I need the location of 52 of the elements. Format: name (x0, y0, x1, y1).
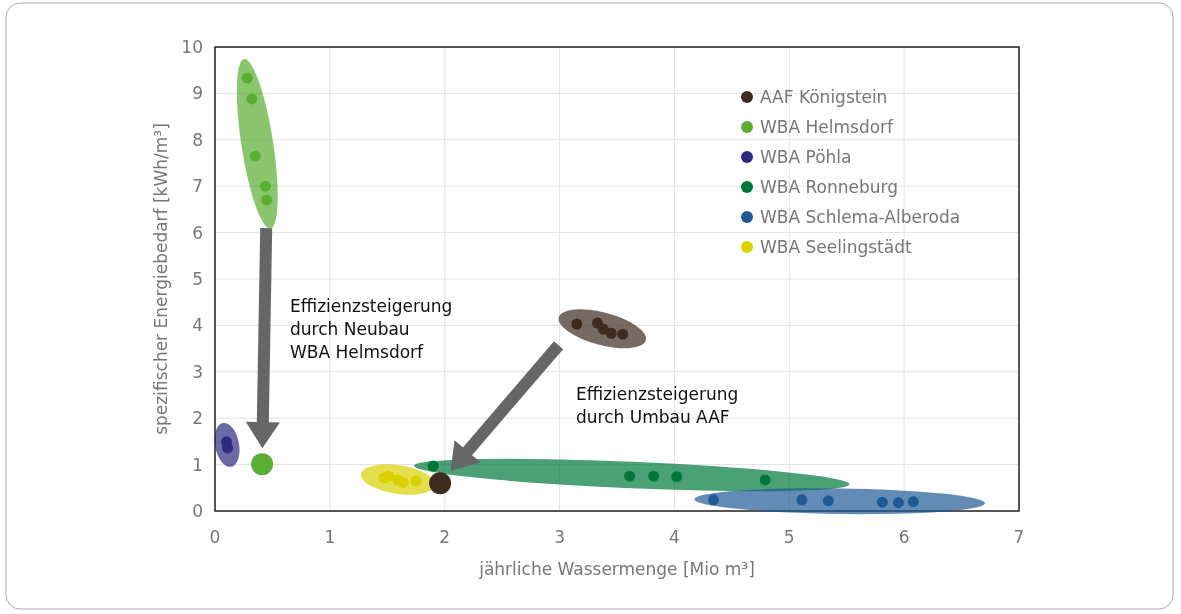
x-tick-label: 1 (324, 527, 336, 547)
legend-label: WBA Ronneburg (760, 176, 899, 197)
point (260, 180, 272, 192)
annotation: Effizienzsteigerung durch Umbau AAF (576, 384, 739, 427)
point (671, 471, 683, 483)
point (249, 150, 261, 162)
point (876, 496, 888, 508)
x-tick-label: 5 (783, 527, 795, 547)
point (397, 477, 409, 489)
point (624, 470, 636, 482)
point (246, 93, 258, 105)
x-tick-label: 7 (1013, 527, 1025, 547)
y-tick-label: 7 (192, 176, 203, 197)
point (261, 194, 273, 206)
point (571, 318, 583, 330)
x-tick-label: 0 (209, 527, 221, 547)
point (410, 475, 422, 487)
point (241, 72, 253, 84)
y-tick-label: 8 (192, 129, 203, 150)
y-tick-label: 4 (192, 315, 203, 336)
y-tick-label: 9 (192, 83, 203, 104)
y-tick-label: 5 (192, 268, 203, 289)
legend-label: WBA Helmsdorf (760, 116, 895, 137)
x-tick-label: 6 (898, 527, 910, 547)
point (907, 496, 919, 508)
point (892, 497, 904, 509)
point (822, 495, 834, 507)
point (429, 472, 452, 495)
point (251, 453, 274, 476)
point (796, 494, 808, 506)
y-tick-label: 3 (192, 361, 203, 382)
point (759, 474, 771, 486)
point (707, 494, 719, 506)
y-tick-label: 2 (192, 408, 203, 429)
x-tick-label: 4 (669, 527, 680, 547)
legend-label: WBA Schlema-Alberoda (760, 206, 961, 227)
y-axis-title: spezifischer Energiebedarf [kWh/m³] (151, 123, 171, 435)
point (617, 328, 629, 340)
y-tick-label: 1 (192, 454, 203, 475)
legend-label: WBA Pöhla (760, 146, 852, 167)
legend-label: AAF Königstein (760, 86, 888, 107)
x-tick-label: 2 (439, 527, 451, 547)
point (648, 470, 660, 482)
y-tick-label: 6 (192, 222, 203, 243)
legend-label: WBA Seelingstädt (760, 236, 912, 257)
y-tick-label: 10 (181, 36, 203, 57)
point (605, 327, 617, 339)
point (427, 460, 439, 472)
y-tick-label: 0 (192, 500, 203, 521)
annotation: Effizienzsteigerung durch Neubau WBA Helmsdorf (290, 296, 453, 362)
x-axis-title: jährliche Wassermenge [Mio m³] (478, 559, 755, 579)
x-tick-label: 3 (554, 527, 565, 547)
